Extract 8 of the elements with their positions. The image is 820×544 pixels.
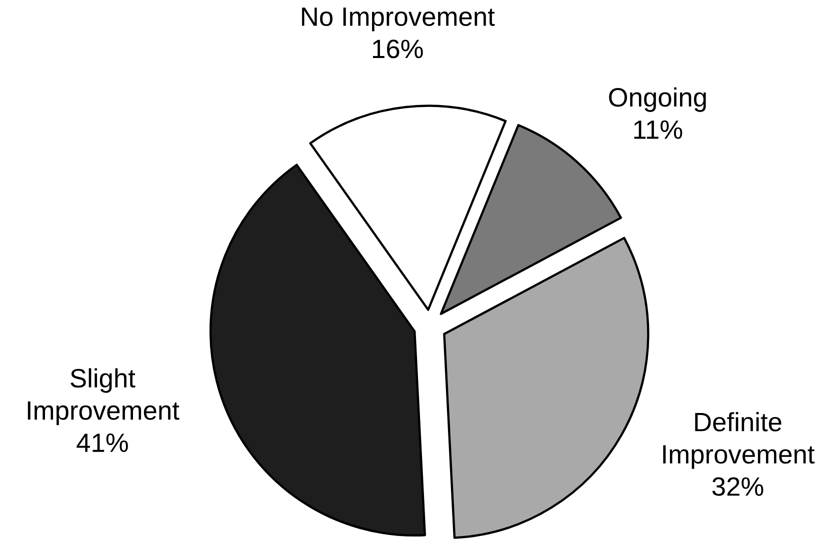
slice-label: Definite Improvement [663, 412, 815, 469]
slice-label: Slight Improvement [28, 368, 180, 426]
slice-label: No Improvement [302, 8, 495, 32]
data-label: 32% [712, 477, 764, 496]
data-label: 16% [373, 40, 423, 58]
data-label: 11% [634, 120, 682, 139]
slice-label: Ongoing [609, 87, 706, 112]
data-label: 41% [76, 434, 128, 452]
